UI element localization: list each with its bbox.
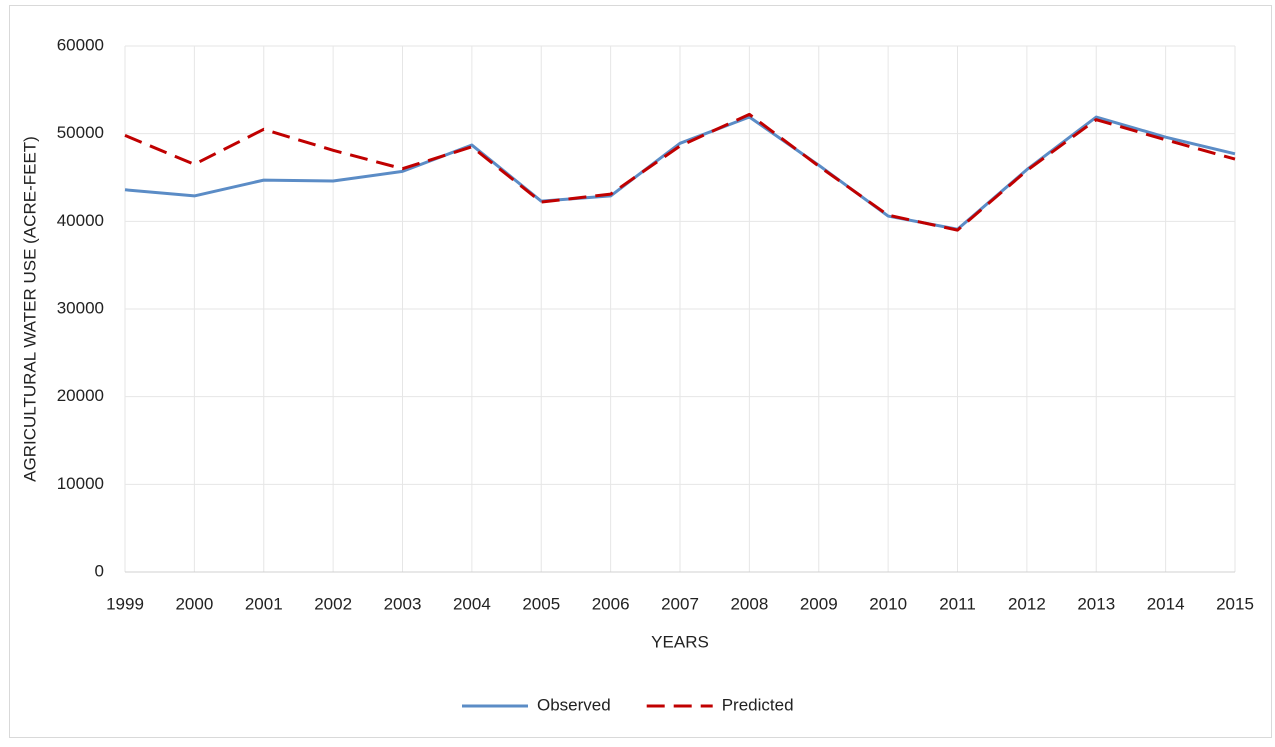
y-tick-label: 0 (95, 561, 104, 580)
y-tick-label: 60000 (57, 35, 104, 54)
x-tick-label: 2005 (522, 594, 560, 613)
legend-label: Predicted (722, 695, 794, 714)
x-tick-label: 2008 (730, 594, 768, 613)
x-tick-label: 2015 (1216, 594, 1254, 613)
legend-label: Observed (537, 695, 611, 714)
x-tick-label: 2009 (800, 594, 838, 613)
y-tick-label: 30000 (57, 298, 104, 317)
x-tick-label: 2000 (175, 594, 213, 613)
series-line (124, 112, 1236, 232)
y-axis-title: AGRICULTURAL WATER USE (ACRE-FEET) (20, 136, 39, 482)
series-line (124, 115, 1236, 231)
y-tick-label: 40000 (57, 211, 104, 230)
y-tick-label: 50000 (57, 123, 104, 142)
y-tick-label: 10000 (57, 474, 104, 493)
x-tick-label: 2001 (245, 594, 283, 613)
x-tick-label: 2012 (1008, 594, 1046, 613)
x-tick-label: 2013 (1077, 594, 1115, 613)
x-tick-label: 2003 (384, 594, 422, 613)
x-axis-title: YEARS (651, 632, 709, 651)
x-tick-label: 2014 (1147, 594, 1185, 613)
chart-border (9, 5, 1272, 738)
x-tick-label: 2011 (939, 594, 976, 613)
x-tick-label: 2002 (314, 594, 352, 613)
x-tick-label: 2010 (869, 594, 907, 613)
x-tick-label: 2004 (453, 594, 491, 613)
x-tick-label: 1999 (106, 594, 144, 613)
x-tick-label: 2006 (592, 594, 630, 613)
y-tick-label: 20000 (57, 386, 104, 405)
x-tick-label: 2007 (661, 594, 699, 613)
